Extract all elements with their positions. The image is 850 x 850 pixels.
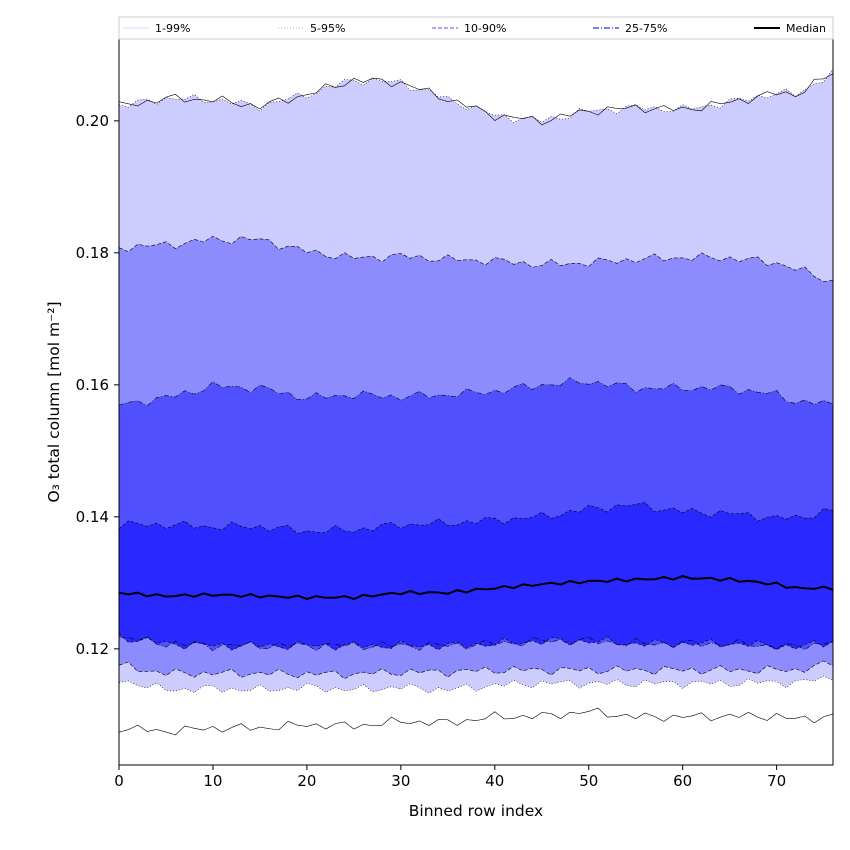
x-tick-label: 40: [485, 772, 504, 790]
y-tick-label: 0.20: [76, 112, 109, 130]
band-edge-upper-2: [118, 235, 834, 283]
x-tick-label: 10: [203, 772, 222, 790]
y-axis: 0.12 0.14 0.16 0.18 0.20: [76, 112, 119, 658]
band-edge-lower-3: [118, 636, 834, 652]
legend-label: 1-99%: [155, 22, 190, 35]
legend-label: 25-75%: [625, 22, 667, 35]
band-edge-upper-3: [118, 377, 834, 407]
y-axis-label: O₃ total column [mol m⁻²]: [45, 301, 63, 502]
x-axis-label: Binned row index: [409, 802, 543, 820]
x-tick-label: 50: [579, 772, 598, 790]
legend-box: [118, 16, 834, 40]
x-tick-label: 70: [767, 772, 786, 790]
y-tick-label: 0.18: [76, 244, 109, 262]
chart-bands: [118, 68, 834, 736]
legend: 1-99% 5-95% 10-90% 25-75% Median: [118, 16, 834, 40]
band-edge-lower-1: [118, 675, 834, 694]
x-tick-label: 60: [673, 772, 692, 790]
x-tick-label: 0: [114, 772, 124, 790]
legend-label: 5-95%: [310, 22, 345, 35]
median-layer: [118, 575, 834, 601]
band-edge-upper-4: [118, 502, 834, 534]
band-edge-lower-4: [118, 633, 834, 651]
band-edge-lower-2: [118, 660, 834, 680]
band-edge-upper-0: [118, 73, 834, 126]
y-tick-label: 0.12: [76, 640, 109, 658]
y-tick-label: 0.16: [76, 376, 109, 394]
legend-label: Median: [786, 22, 826, 35]
legend-label: 10-90%: [464, 22, 506, 35]
band-median-iqr: [119, 502, 833, 651]
x-axis: 0 10 20 30 40 50 60 70: [114, 765, 786, 790]
band-edge-lower-0: [118, 707, 834, 736]
median-line: [118, 575, 834, 601]
x-tick-label: 30: [391, 772, 410, 790]
x-tick-label: 20: [297, 772, 316, 790]
y-tick-label: 0.14: [76, 508, 109, 526]
